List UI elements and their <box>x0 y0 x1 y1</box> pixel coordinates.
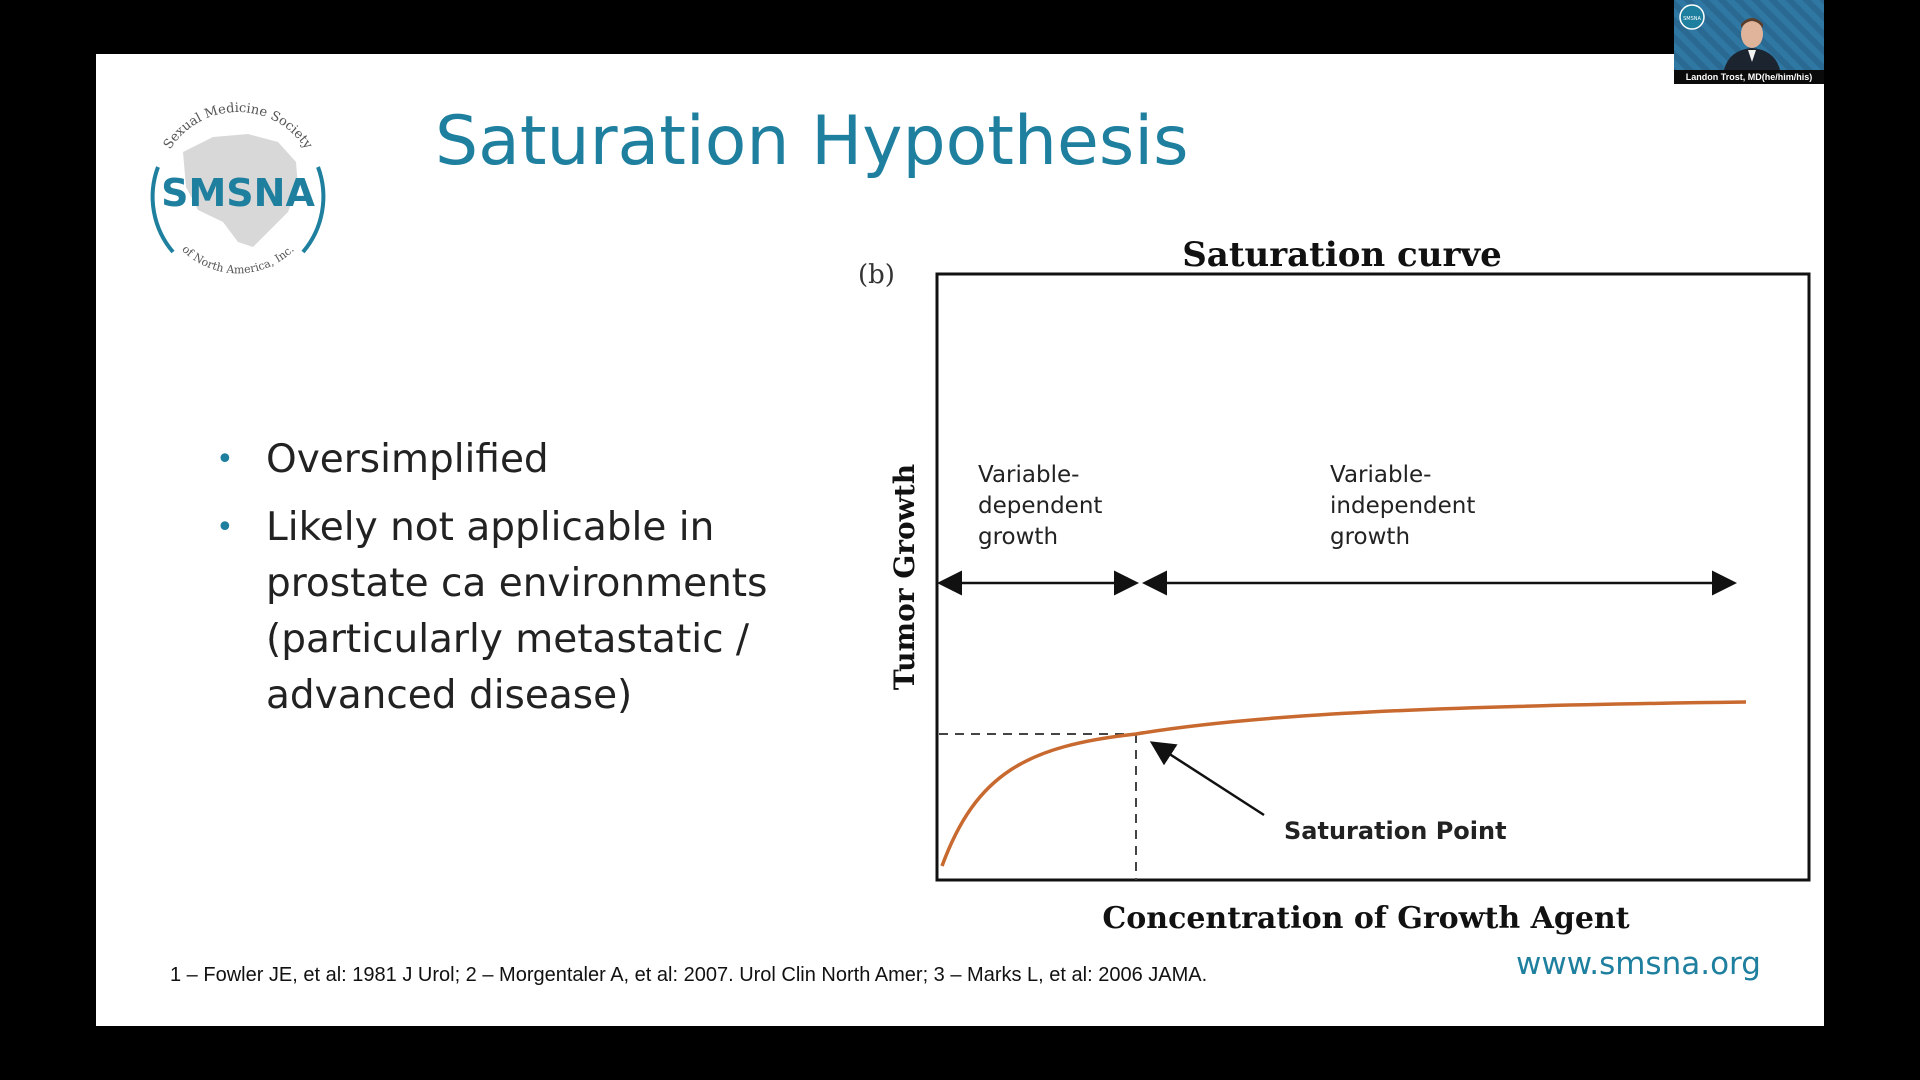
region-label-dependent: Variable- dependent growth <box>978 462 1110 550</box>
logo-center-text: SMSNA <box>161 171 315 215</box>
bullet-line: Likely not applicable in <box>266 505 715 550</box>
region-label-line: Variable- <box>1330 462 1431 488</box>
bullet-list: • Oversimplified • Likely not applicable… <box>216 432 776 736</box>
chart-title: Saturation curve <box>1182 235 1502 275</box>
bullet-line: prostate ca environments <box>266 561 768 606</box>
bullet-line: (particularly metastatic / <box>266 617 750 662</box>
smsna-logo: Sexual Medicine Society SMSNA of North A… <box>150 101 326 277</box>
slide: Sexual Medicine Society SMSNA of North A… <box>96 54 1824 1026</box>
region-label-line: dependent <box>978 493 1102 519</box>
speaker-avatar: SMSNA <box>1679 4 1780 70</box>
bullet-item: • Likely not applicable in prostate ca e… <box>216 500 776 724</box>
chart-panel-label: (b) <box>858 260 895 290</box>
bullet-line: advanced disease) <box>266 673 633 718</box>
y-axis-label: Tumor Growth <box>888 464 921 690</box>
saturation-curve-line <box>940 700 1747 867</box>
svg-text:of North America, Inc.: of North America, Inc. <box>179 243 296 277</box>
bullet-dot-icon: • <box>216 510 234 545</box>
region-label-line: independent <box>1330 493 1475 519</box>
saturation-point-label: Saturation Point <box>1284 817 1507 845</box>
region-label-line: growth <box>978 524 1058 550</box>
speaker-name: Landon Trost, MD(he/him/his) <box>1674 70 1824 84</box>
logo-bottom-arc: of North America, Inc. <box>179 243 296 277</box>
plot-area <box>935 272 1811 882</box>
bullet-item: • Oversimplified <box>216 432 776 488</box>
slide-title: Saturation Hypothesis <box>435 102 1189 181</box>
bullet-dot-icon: • <box>216 442 234 477</box>
region-label-line: Variable- <box>978 462 1079 488</box>
speaker-video-tile[interactable]: SMSNA Landon Trost, MD(he/him/his) <box>1674 0 1824 84</box>
region-label-line: growth <box>1330 524 1410 550</box>
region-label-independent: Variable- independent growth <box>1330 462 1483 550</box>
north-america-map-icon <box>183 134 298 247</box>
x-axis-label: Concentration of Growth Agent <box>1102 901 1629 936</box>
website-url: www.smsna.org <box>1516 946 1761 982</box>
saturation-chart: Saturation curve (b) Tumor Growth Concen… <box>858 235 1811 936</box>
bullet-line: Oversimplified <box>266 437 549 482</box>
video-badge: SMSNA <box>1683 16 1701 22</box>
saturation-point-arrow <box>1149 741 1265 817</box>
footnote: 1 – Fowler JE, et al: 1981 J Urol; 2 – M… <box>170 964 1208 986</box>
